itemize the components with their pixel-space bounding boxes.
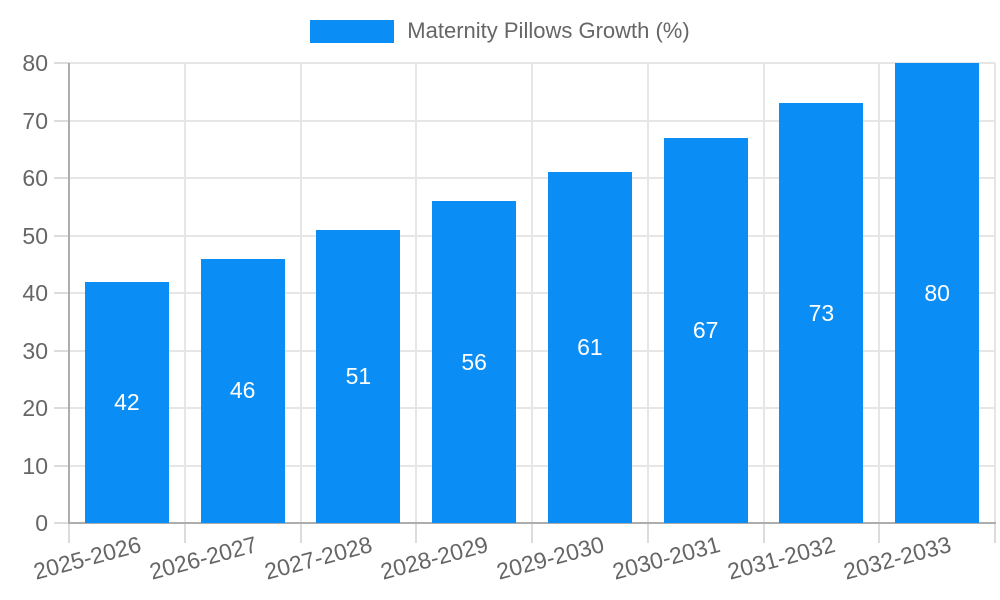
bar-2026-2027[interactable]: 46 <box>200 258 285 523</box>
x-gridline <box>878 63 881 523</box>
y-axis-tick <box>54 234 69 237</box>
bar-value-label: 56 <box>461 348 487 375</box>
x-gridline <box>531 63 533 523</box>
bar-value-label: 61 <box>577 334 603 361</box>
x-axis-tick <box>299 523 302 543</box>
y-axis-tick <box>54 177 69 179</box>
x-gridline <box>299 63 302 523</box>
y-axis-tick-label: 70 <box>22 107 48 134</box>
x-axis-category-label: 2030-2031 <box>609 531 723 585</box>
bar-2028-2029[interactable]: 56 <box>432 201 517 523</box>
x-axis-category-label: 2026-2027 <box>146 531 260 585</box>
bar-value-label: 42 <box>114 388 140 415</box>
y-axis-tick <box>54 292 69 294</box>
x-axis-category-label: 2027-2028 <box>262 531 376 585</box>
y-axis-tick-label: 20 <box>22 395 48 421</box>
bar-value-label: 51 <box>345 362 372 389</box>
x-axis-tick <box>878 523 881 543</box>
x-axis-category-label: 2032-2033 <box>840 531 954 585</box>
x-gridline <box>183 63 186 523</box>
x-axis-tick <box>994 523 996 543</box>
x-axis-tick <box>646 523 649 543</box>
y-axis-tick-label: 10 <box>22 452 48 479</box>
x-axis-category-label: 2028-2029 <box>377 531 491 585</box>
x-gridline <box>762 63 765 523</box>
y-axis-tick <box>54 522 69 524</box>
bar-2027-2028[interactable]: 51 <box>316 229 401 523</box>
bar-2029-2030[interactable]: 61 <box>547 172 632 523</box>
bar-2030-2031[interactable]: 67 <box>663 137 748 523</box>
y-axis-tick-label: 0 <box>35 510 48 536</box>
x-axis-category-label: 2025-2026 <box>30 531 144 585</box>
bar-2032-2033[interactable]: 80 <box>895 63 980 523</box>
x-gridline <box>994 63 996 523</box>
x-axis-category-label: 2031-2032 <box>725 531 839 585</box>
y-axis-tick <box>54 349 69 352</box>
x-axis-line <box>68 522 996 524</box>
x-axis-tick <box>415 523 418 543</box>
x-axis-tick <box>183 523 186 543</box>
x-axis-category-label: 2029-2030 <box>493 531 607 585</box>
bar-2031-2032[interactable]: 73 <box>779 103 864 523</box>
y-axis-tick-label: 60 <box>22 165 48 191</box>
x-axis-tick <box>68 523 70 543</box>
legend-item[interactable]: Maternity Pillows Growth (%) <box>310 18 690 44</box>
bar-2025-2026[interactable]: 42 <box>84 281 169 523</box>
x-axis-tick <box>531 523 533 543</box>
y-axis-tick <box>54 62 69 64</box>
bar-value-label: 80 <box>924 279 950 306</box>
y-axis-tick-label: 50 <box>22 222 48 249</box>
chart-legend: Maternity Pillows Growth (%) <box>0 18 1000 44</box>
y-axis-tick <box>54 464 69 467</box>
bar-value-label: 46 <box>229 377 256 404</box>
bar-value-label: 67 <box>692 316 719 343</box>
y-axis-tick <box>54 407 69 409</box>
y-axis-tick-label: 40 <box>22 280 48 306</box>
y-axis-tick <box>54 119 69 122</box>
legend-swatch-icon <box>310 19 395 43</box>
y-axis-tick-label: 80 <box>22 50 48 76</box>
bar-value-label: 73 <box>808 299 835 326</box>
y-axis-line <box>68 63 70 523</box>
x-gridline <box>415 63 418 523</box>
y-axis-tick-label: 30 <box>22 337 48 364</box>
legend-label: Maternity Pillows Growth (%) <box>407 18 690 43</box>
x-gridline <box>646 63 649 523</box>
x-axis-tick <box>762 523 765 543</box>
